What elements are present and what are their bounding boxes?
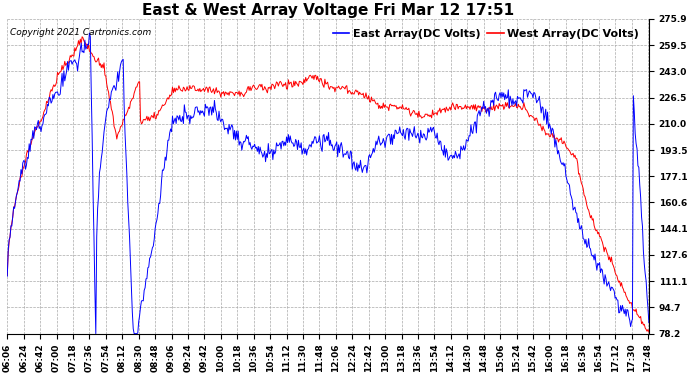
Line: East Array(DC Volts): East Array(DC Volts) xyxy=(8,33,649,334)
East Array(DC Volts) xyxy=(353,169,362,174)
West Array(DC Volts) xyxy=(534,123,542,128)
East Array(DC Volts) xyxy=(398,134,406,138)
West Array(DC Volts) xyxy=(3,273,12,278)
West Array(DC Volts) xyxy=(353,90,361,94)
West Array(DC Volts) xyxy=(586,216,595,220)
East Array(DC Volts) xyxy=(587,252,595,257)
East Array(DC Volts) xyxy=(364,164,372,168)
Line: West Array(DC Volts): West Array(DC Volts) xyxy=(8,37,649,332)
West Array(DC Volts) xyxy=(397,106,406,111)
East Array(DC Volts) xyxy=(86,31,94,35)
West Array(DC Volts) xyxy=(363,95,371,100)
Text: Copyright 2021 Cartronics.com: Copyright 2021 Cartronics.com xyxy=(10,28,152,38)
East Array(DC Volts) xyxy=(3,274,12,279)
East Array(DC Volts) xyxy=(535,94,544,99)
East Array(DC Volts) xyxy=(290,143,299,147)
West Array(DC Volts) xyxy=(644,330,653,334)
East Array(DC Volts) xyxy=(92,332,100,336)
West Array(DC Volts) xyxy=(290,79,298,83)
West Array(DC Volts) xyxy=(78,34,86,39)
Legend: East Array(DC Volts), West Array(DC Volts): East Array(DC Volts), West Array(DC Volt… xyxy=(328,24,643,44)
Title: East & West Array Voltage Fri Mar 12 17:51: East & West Array Voltage Fri Mar 12 17:… xyxy=(142,3,514,18)
East Array(DC Volts) xyxy=(644,320,653,325)
